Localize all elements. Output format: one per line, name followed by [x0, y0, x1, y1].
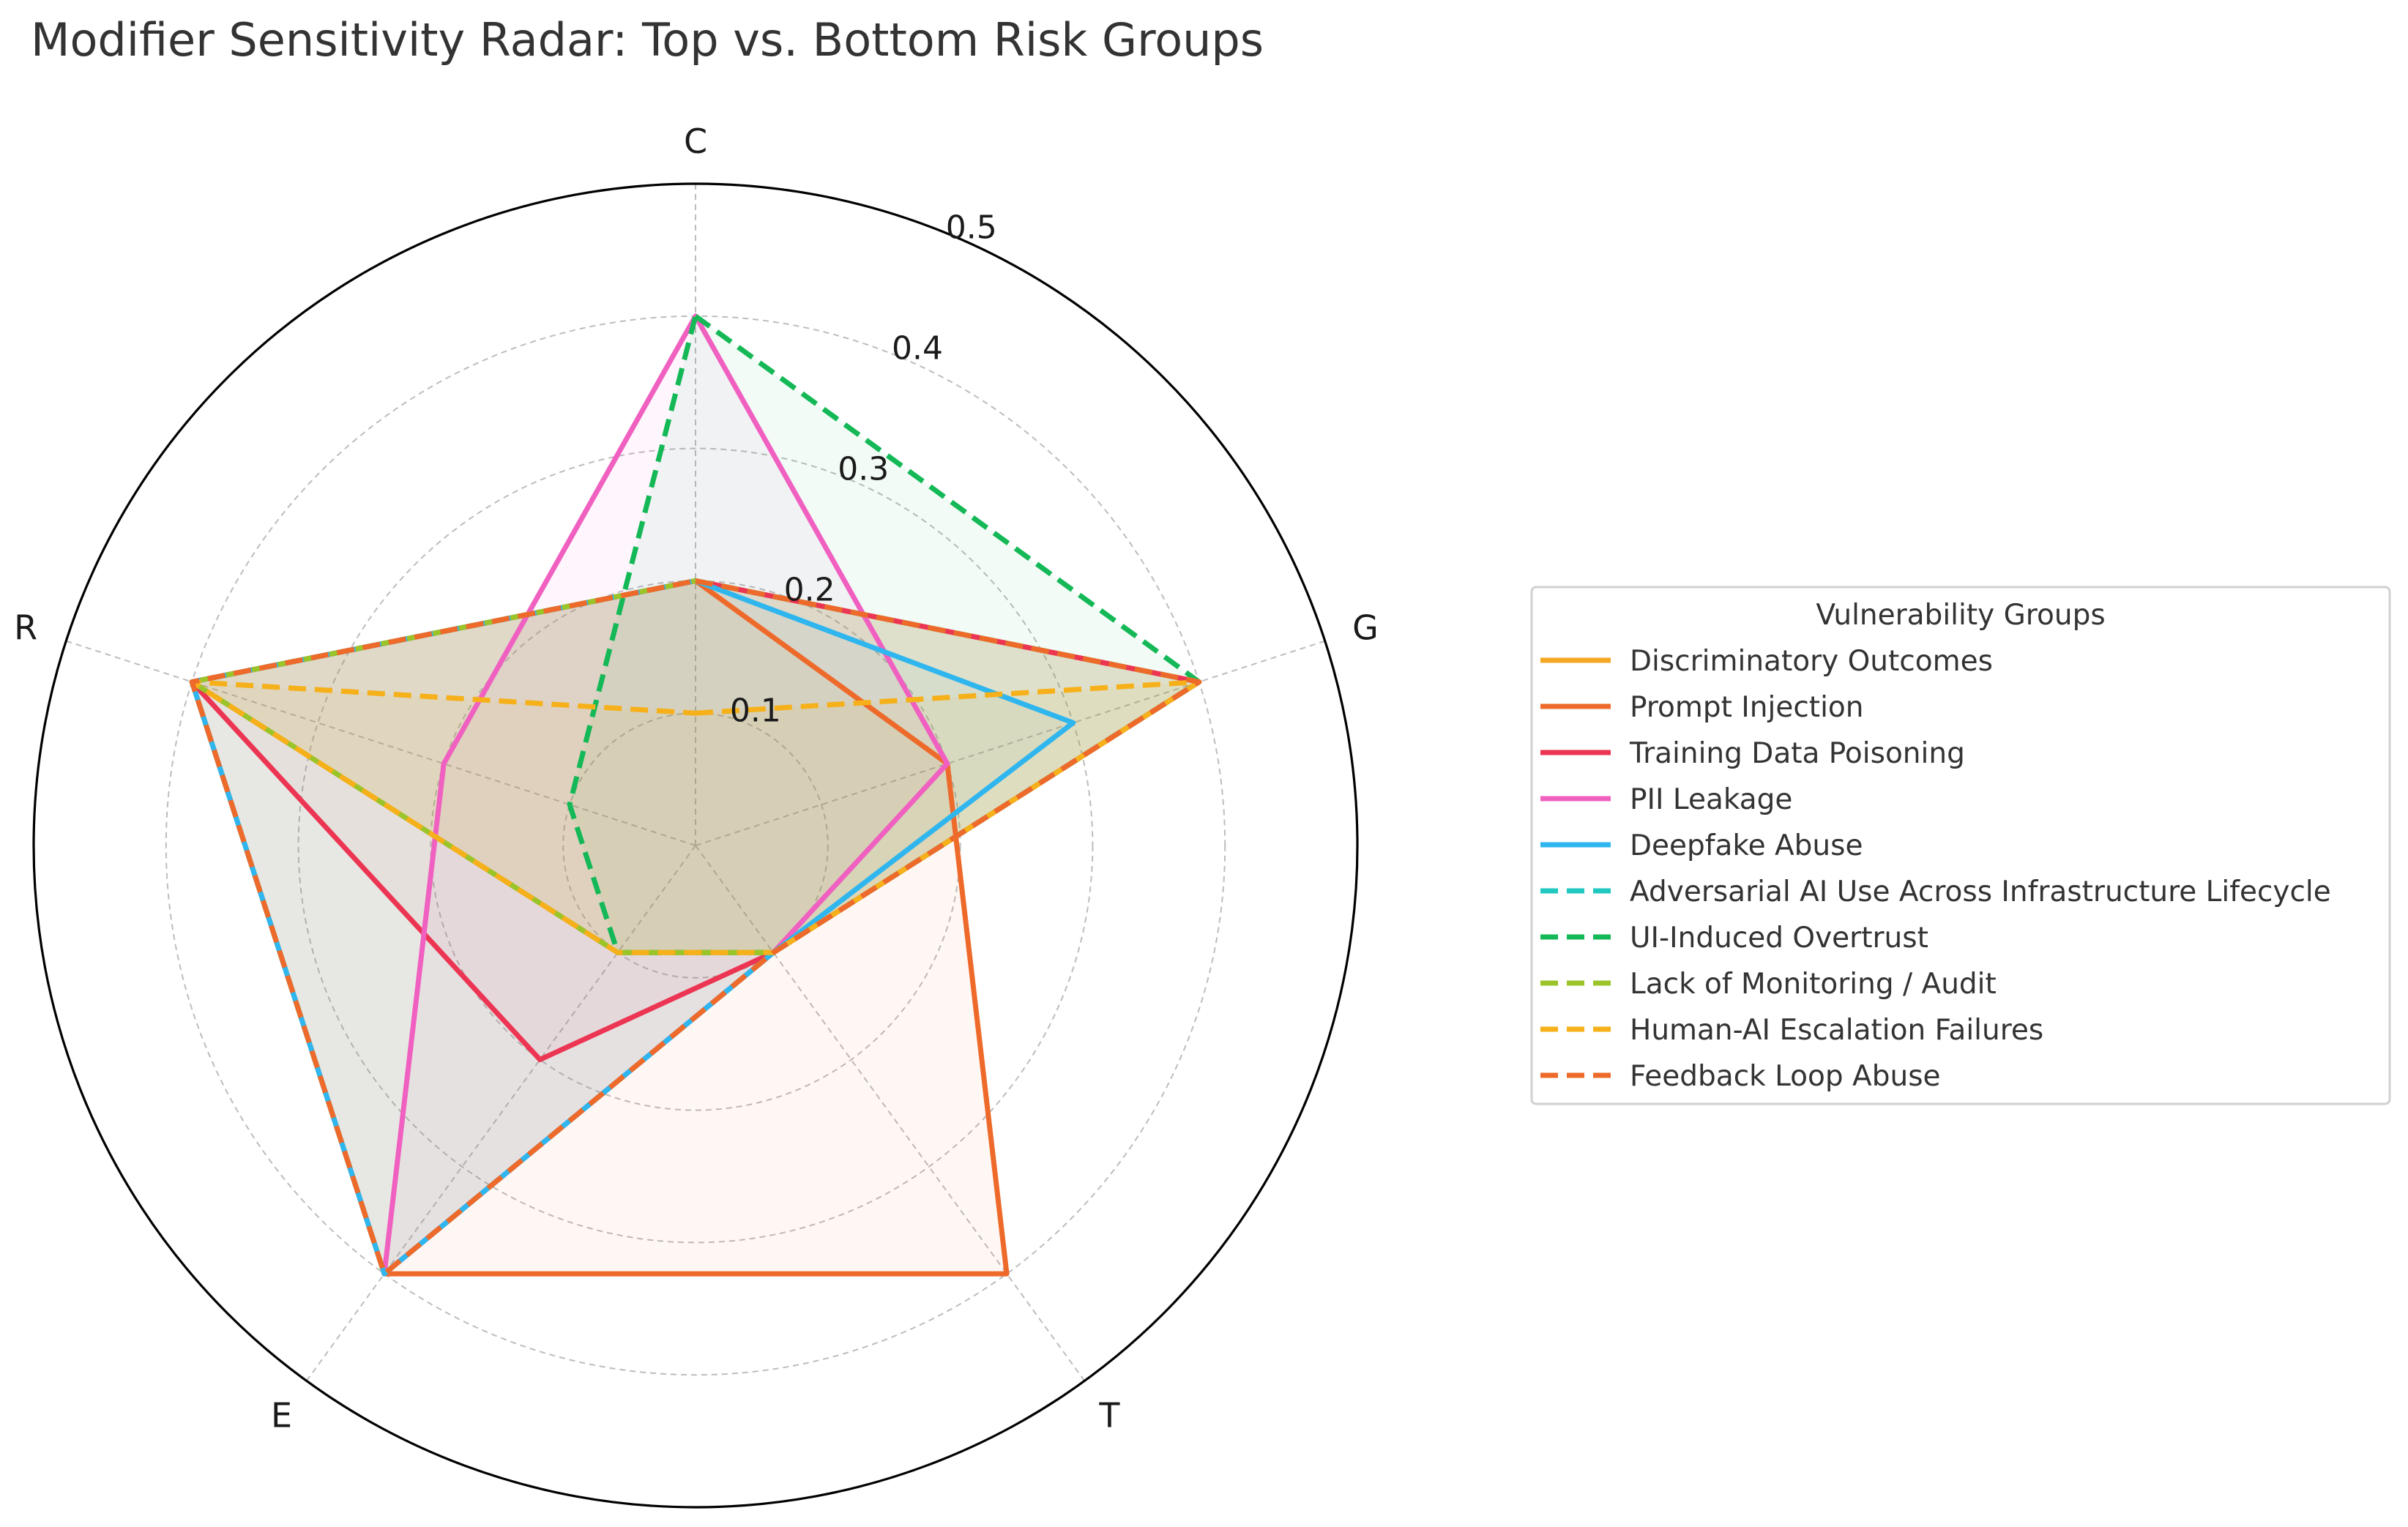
grid-spokes [65, 184, 1326, 1381]
chart-title: Modifier Sensitivity Radar: Top vs. Bott… [31, 13, 1264, 67]
series-fill [192, 580, 1199, 1274]
legend-item: Feedback Loop Abuse [1540, 1060, 1941, 1093]
series-line [189, 578, 1202, 1277]
grid-ring [430, 580, 961, 1111]
radial-tick-label: 0.5 [946, 209, 997, 246]
legend-frame [1530, 586, 2391, 1105]
series-line [189, 679, 1202, 955]
legend-item: Deepfake Abuse [1540, 829, 1863, 862]
legend-label: Human-AI Escalation Failures [1630, 1014, 2043, 1047]
series-lines [189, 313, 1202, 1277]
series-fill [192, 682, 1199, 953]
radar-plot: 0.1 0.2 0.3 0.4 0.5 C G T E R [14, 122, 1379, 1509]
series-fill [192, 580, 1007, 1274]
legend-item: Prompt Injection [1540, 691, 1864, 724]
axis-labels: C G T E R [14, 122, 1379, 1435]
legend-label: PII Leakage [1630, 783, 1792, 816]
legend-label: UI-Induced Overtrust [1630, 922, 1928, 955]
series-fill [570, 316, 1199, 953]
legend-label: Prompt Injection [1630, 691, 1864, 724]
legend: Vulnerability Groups Discriminatory Outc… [1530, 586, 2391, 1105]
radial-tick-label: 0.1 [730, 692, 781, 730]
radial-tick-label: 0.4 [892, 329, 943, 367]
legend-label: Feedback Loop Abuse [1630, 1060, 1941, 1093]
series-fill [384, 316, 947, 1274]
legend-item: Discriminatory Outcomes [1540, 645, 1993, 678]
legend-item: Human-AI Escalation Failures [1540, 1014, 2043, 1047]
legend-label: Lack of Monitoring / Audit [1630, 968, 1997, 1001]
grid-spoke [695, 845, 1086, 1381]
radial-tick-label: 0.3 [838, 451, 889, 488]
grid-ring [562, 712, 829, 979]
axis-label-c: C [684, 122, 707, 161]
grid-spoke [695, 640, 1326, 846]
grid-ring [297, 447, 1094, 1244]
series-fill [192, 580, 1199, 1274]
legend-label: Adversarial AI Use Across Infrastructure… [1630, 875, 2331, 908]
outer-ring [32, 182, 1359, 1509]
axis-label-e: E [271, 1395, 292, 1435]
legend-item: Training Data Poisoning [1540, 737, 1965, 770]
legend-title: Vulnerability Groups [1816, 599, 2105, 632]
series-fills [192, 316, 1199, 1274]
grid-spoke [65, 640, 696, 846]
series-fill [192, 580, 1073, 1274]
axis-label-g: G [1352, 608, 1379, 648]
legend-label: Deepfake Abuse [1630, 829, 1863, 862]
legend-item: PII Leakage [1540, 783, 1792, 816]
axis-label-t: T [1098, 1395, 1120, 1435]
legend-label: Training Data Poisoning [1629, 737, 1965, 770]
legend-label: Discriminatory Outcomes [1630, 645, 1993, 678]
grid-spoke [305, 845, 696, 1381]
legend-item: Adversarial AI Use Across Infrastructure… [1540, 875, 2331, 908]
series-fill [192, 580, 1199, 1060]
legend-item: UI-Induced Overtrust [1540, 922, 1928, 955]
radial-tick-label: 0.2 [784, 572, 835, 609]
radial-tick-labels: 0.1 0.2 0.3 0.4 0.5 [730, 209, 997, 729]
legend-item: Lack of Monitoring / Audit [1540, 968, 1997, 1001]
axis-label-r: R [14, 608, 37, 648]
legend-items: Discriminatory Outcomes Prompt Injection T… [1540, 645, 2331, 1093]
